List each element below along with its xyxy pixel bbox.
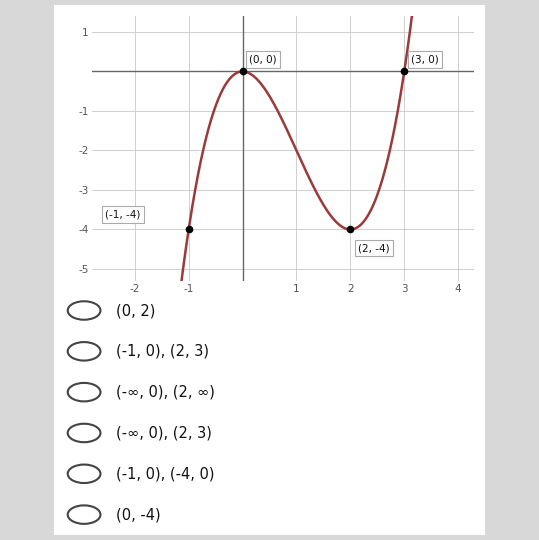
Text: (-∞, 0), (2, ∞): (-∞, 0), (2, ∞) — [116, 384, 215, 400]
Text: (-1, 0), (-4, 0): (-1, 0), (-4, 0) — [116, 467, 215, 481]
Text: (2, -4): (2, -4) — [358, 243, 390, 253]
Text: (3, 0): (3, 0) — [411, 55, 438, 64]
Text: (0, 0): (0, 0) — [249, 55, 277, 64]
Text: (-1, -4): (-1, -4) — [105, 210, 141, 220]
Text: (-1, 0), (2, 3): (-1, 0), (2, 3) — [116, 344, 210, 359]
Text: (-∞, 0), (2, 3): (-∞, 0), (2, 3) — [116, 426, 212, 441]
Text: (0, 2): (0, 2) — [116, 303, 156, 318]
Text: (0, -4): (0, -4) — [116, 507, 161, 522]
